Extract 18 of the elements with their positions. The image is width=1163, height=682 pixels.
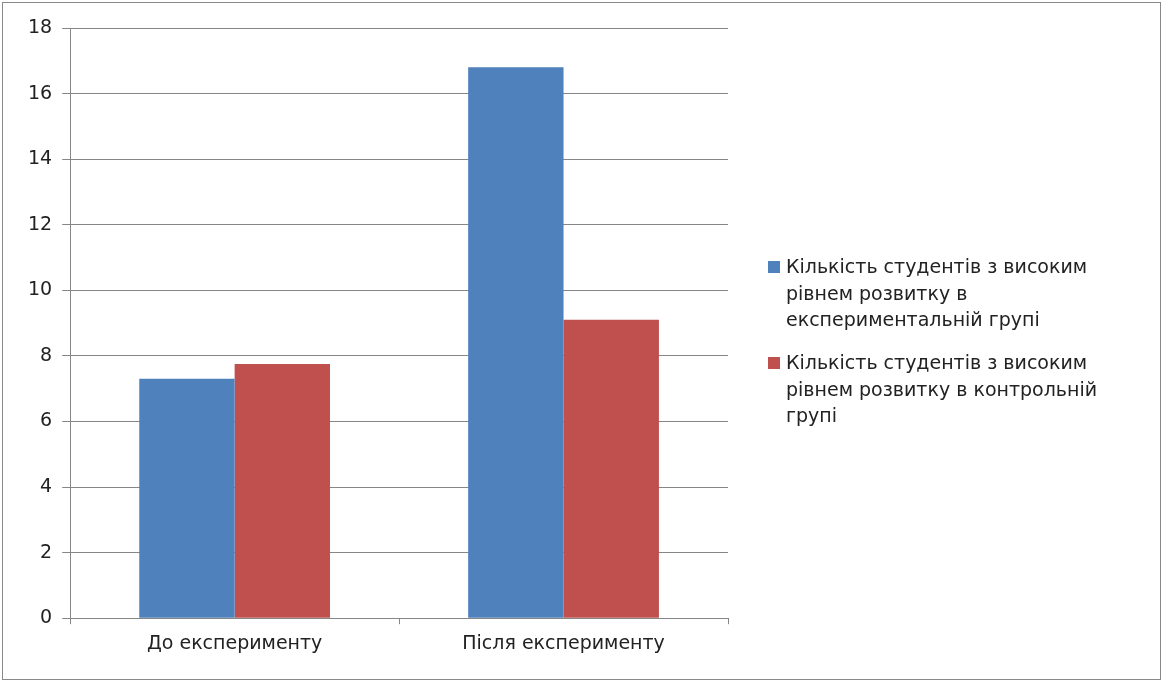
bar (563, 319, 659, 618)
y-tick-label: 0 (40, 605, 53, 628)
y-tick-label: 12 (27, 211, 53, 234)
y-tick-label: 6 (40, 408, 53, 431)
y-tick-label: 18 (27, 14, 53, 37)
legend-label: Кількість студентів з високим рівнем розвитку в контрольній групі (786, 350, 1099, 429)
bar (234, 364, 331, 618)
y-tick-label: 14 (27, 146, 53, 169)
y-tick-label: 4 (40, 473, 53, 496)
bar (468, 67, 564, 618)
y-tick-label: 2 (40, 539, 53, 562)
y-tick-label: 10 (27, 277, 53, 300)
y-tick-label: 16 (27, 80, 53, 103)
legend-label: Кількість студентів з високим рівнем розвитку в експериментальній групі (786, 254, 1089, 333)
x-tick-label: До експерименту (146, 630, 323, 653)
x-tick-label: Після експерименту (462, 630, 665, 653)
y-tick-label: 8 (40, 342, 53, 365)
bar (139, 378, 235, 618)
